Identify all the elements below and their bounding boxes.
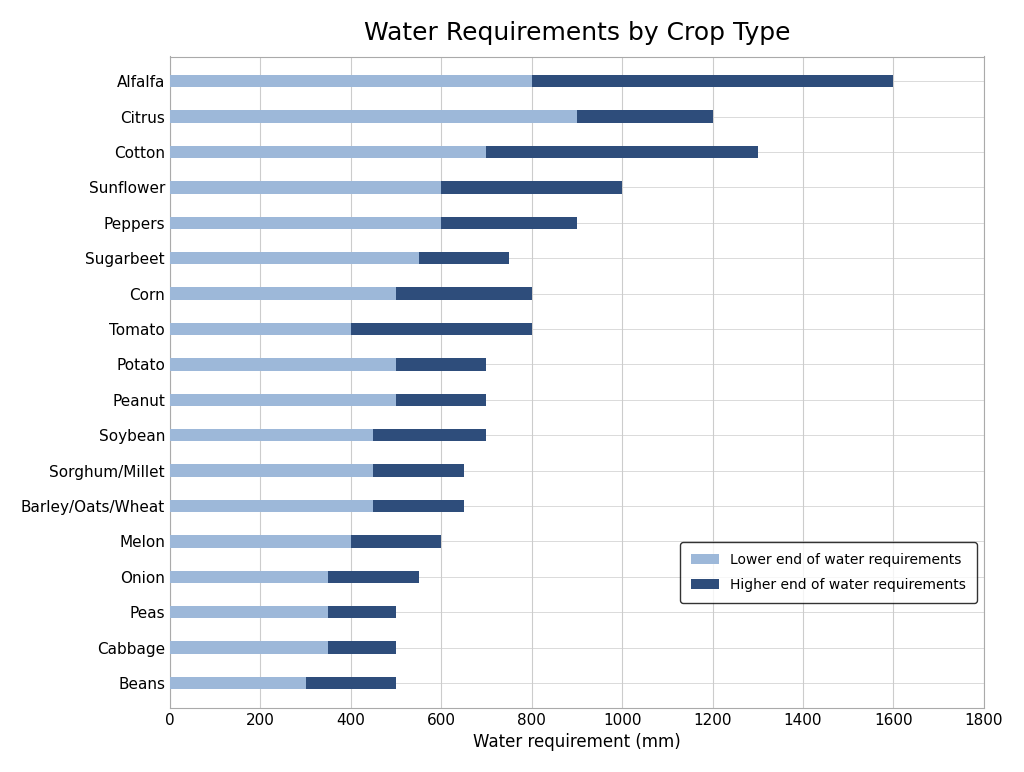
Bar (374, 499, 464, 512)
Bar (170, 394, 396, 406)
Bar (396, 287, 531, 300)
Bar (531, 75, 894, 87)
Bar (396, 358, 486, 371)
Bar (329, 571, 419, 583)
Bar (170, 323, 351, 335)
Bar (170, 110, 577, 123)
Bar (170, 146, 486, 158)
Bar (170, 217, 441, 229)
Legend: Lower end of water requirements, Higher end of water requirements: Lower end of water requirements, Higher … (680, 542, 977, 603)
Bar (329, 606, 396, 618)
Bar (351, 323, 531, 335)
Bar (486, 146, 758, 158)
Bar (577, 110, 713, 123)
Bar (441, 181, 623, 194)
Bar (419, 252, 509, 265)
Bar (170, 358, 396, 371)
Bar (374, 429, 486, 442)
Bar (329, 642, 396, 654)
Bar (170, 181, 441, 194)
Bar (351, 535, 441, 547)
Title: Water Requirements by Crop Type: Water Requirements by Crop Type (364, 21, 791, 45)
Bar (170, 677, 305, 689)
Bar (170, 642, 329, 654)
Bar (170, 499, 374, 512)
Bar (170, 535, 351, 547)
Bar (396, 394, 486, 406)
Bar (170, 429, 374, 442)
X-axis label: Water requirement (mm): Water requirement (mm) (473, 733, 681, 751)
Bar (170, 571, 329, 583)
Bar (374, 465, 464, 477)
Bar (305, 677, 396, 689)
Bar (170, 252, 419, 265)
Bar (170, 465, 374, 477)
Bar (441, 217, 577, 229)
Bar (170, 287, 396, 300)
Bar (170, 75, 531, 87)
Bar (170, 606, 329, 618)
